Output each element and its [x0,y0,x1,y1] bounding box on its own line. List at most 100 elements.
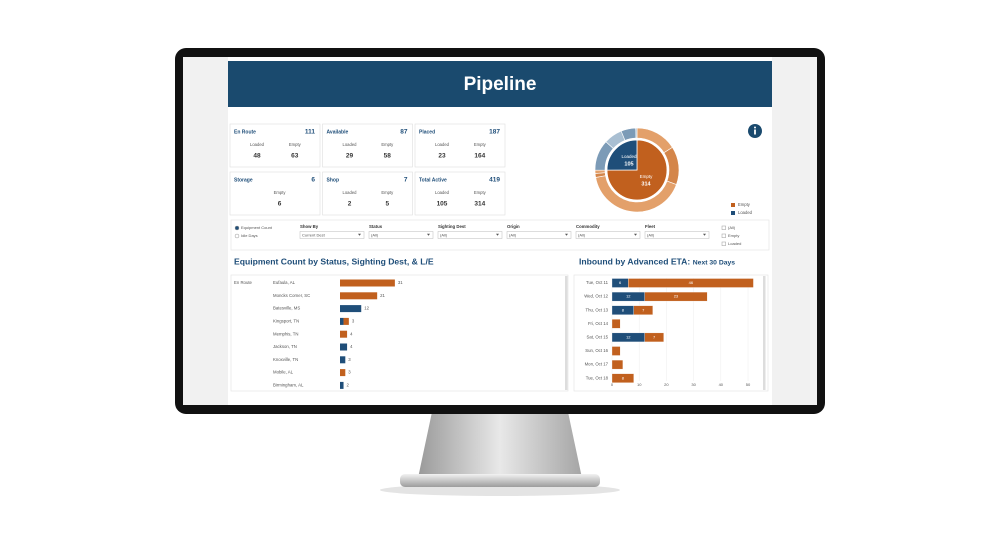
category-label: Sun, Oct 16 [585,348,608,353]
kpi-sub-label: Loaded [435,190,450,195]
kpi-sub-label: Empty [289,142,302,147]
bar-segment [340,292,378,300]
dropdown-value: (All) [578,232,586,237]
header-title: Pipeline [464,74,537,95]
kpi-sub-value: 164 [474,153,485,160]
bar-value-label: 12 [626,334,631,339]
kpi-sub-value: 48 [253,153,261,160]
kpi-sub-value: 29 [346,153,354,160]
category-label: Eufaula, AL [273,280,296,285]
bar-value-label: 8 [622,375,625,380]
bar-segment [340,279,395,287]
kpi-sub-label: Loaded [343,190,358,195]
checkbox-label: Empty [728,233,739,238]
legend-swatch [731,203,735,207]
category-label: Mobile, AL [273,370,294,375]
category-label: Knoxville, TN [273,357,298,362]
bar-value-label: 31 [398,280,403,285]
bar-value-label: 6 [619,280,622,285]
bar-value-label: 7 [653,334,656,339]
bar-segment [644,291,708,302]
bar-value-label: 4 [350,331,353,336]
dropdown[interactable] [368,231,434,239]
bar-segment [340,330,348,338]
pie-value: 314 [641,181,651,187]
checkbox[interactable] [721,225,726,230]
kpi-label: Placed [419,129,435,135]
dropdown-label: Show By [300,224,319,229]
kpi-sub-label: Loaded [435,142,450,147]
dropdown-value: Current Dest [302,232,326,237]
pie-label: Loaded [621,154,637,159]
dropdown-value: (All) [440,232,448,237]
checkbox[interactable] [721,241,726,246]
radio-label: Equipment Count [241,225,273,230]
kpi-card [414,123,506,168]
info-dot [754,126,756,129]
dropdown-caret [427,233,430,236]
dropdown-label: Fleet [645,224,656,229]
dropdown-caret [496,233,499,236]
dropdown-label: Origin [507,224,520,229]
dropdown-caret [703,233,706,236]
group-label: En Route [234,280,253,285]
x-tick-label: 10 [637,382,642,387]
category-label: Fri, Oct 14 [588,321,609,326]
ring-segment [594,169,606,174]
kpi-card [414,171,506,216]
chart-title: Inbound by Advanced ETA: [579,256,690,266]
dropdown-label: Sighting Dest [438,224,466,229]
dropdown-caret [634,233,637,236]
kpi-total: 187 [489,129,500,136]
bar-segment [611,319,621,329]
x-tick-label: 50 [746,382,751,387]
header-bar [228,61,772,107]
pie-value: 105 [624,161,633,167]
kpi-label: Total Active [419,177,447,183]
category-label: Memphis, TN [273,331,298,336]
x-tick-label: 20 [664,382,669,387]
kpi-sub-value: 105 [437,201,448,208]
dropdown[interactable] [575,231,641,239]
kpi-total: 111 [305,129,316,136]
dropdown[interactable] [644,231,710,239]
radio[interactable] [234,225,240,231]
category-label: Tue, Oct 11 [586,280,609,285]
left-chart-panel [230,274,569,392]
bar-value-label: 3 [352,319,355,324]
dropdown-caret [358,233,361,236]
bar-segment [633,305,653,315]
dropdown[interactable] [506,231,572,239]
pie-label: Empty [640,174,654,179]
dropdown-label: Status [369,224,383,229]
bar-segment [644,332,664,343]
x-tick-label: 30 [691,382,696,387]
kpi-sub-label: Empty [274,190,287,195]
kpi-sub-value: 2 [348,201,352,208]
bar-segment [611,373,634,383]
category-label: Wed, Oct 12 [584,294,608,299]
bar-value-label: 3 [348,357,351,362]
scrollbar[interactable] [565,276,568,390]
dropdown[interactable] [299,231,365,239]
info-icon[interactable] [748,124,762,138]
bar-value-label: 8 [622,307,625,312]
kpi-sub-label: Loaded [250,142,265,147]
bar-segment [343,317,349,325]
category-label: Sat, Oct 15 [587,335,609,340]
checkbox[interactable] [721,233,726,238]
legend-label: Loaded [738,210,753,215]
kpi-card [229,123,321,168]
bar-segment [611,359,624,370]
bar-value-label: 21 [380,293,385,298]
kpi-sub-label: Empty [474,142,487,147]
category-label: Birmingham, AL [273,383,304,388]
category-label: Tue, Oct 18 [586,375,609,380]
dropdown[interactable] [437,231,503,239]
stand-base [400,474,600,487]
bar-segment [340,305,362,313]
radio[interactable] [234,233,240,239]
category-label: Jackson, TN [273,344,297,349]
scrollbar[interactable] [763,276,766,390]
